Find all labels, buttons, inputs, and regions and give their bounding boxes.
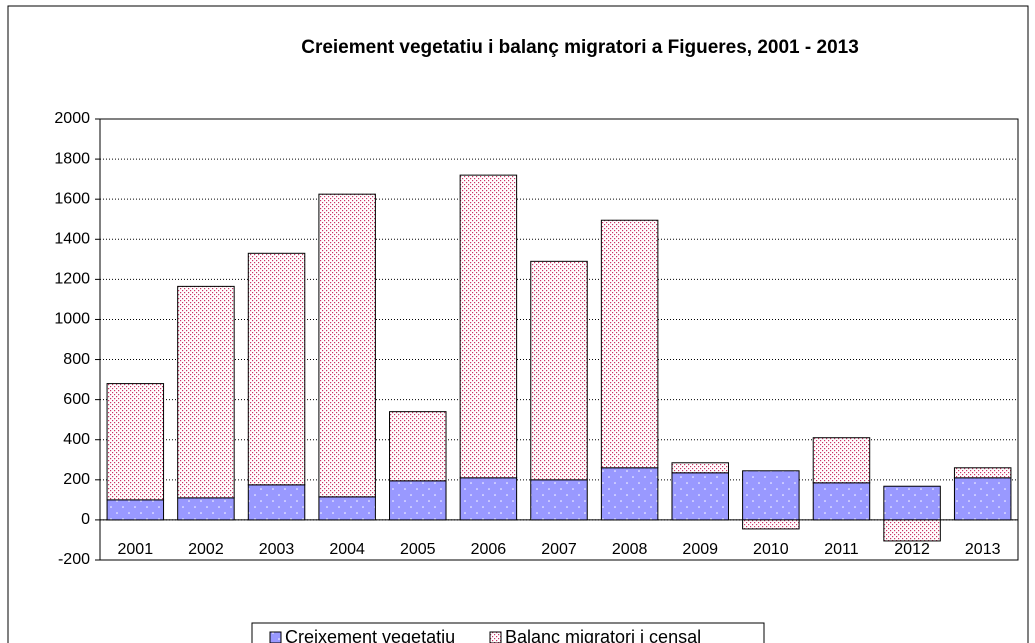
bar [883, 485, 941, 521]
y-tick-label: 800 [63, 351, 90, 368]
legend-label: Creixement vegetatiu [285, 627, 455, 643]
legend-swatch [269, 631, 282, 643]
bar [459, 174, 518, 479]
legend-label: Balanç migratori i censal [505, 627, 701, 643]
x-tick-label: 2013 [965, 541, 1001, 558]
x-tick-label: 2009 [682, 541, 718, 558]
bar [600, 219, 659, 469]
x-tick-label: 2003 [259, 541, 295, 558]
x-tick-label: 2004 [329, 541, 365, 558]
chart-border [7, 5, 1029, 643]
y-tick-label: 400 [63, 431, 90, 448]
bar [106, 499, 165, 521]
bar [177, 285, 235, 499]
chart-title: Creiement vegetatiu i balanç migratori a… [301, 37, 859, 58]
bar [247, 484, 306, 521]
bar [600, 467, 659, 521]
bar [742, 470, 800, 521]
bar [389, 411, 447, 482]
bar [177, 497, 235, 521]
x-tick-label: 2005 [400, 541, 436, 558]
bar [247, 252, 306, 486]
bar [953, 477, 1012, 521]
bar [742, 519, 800, 530]
bar [530, 260, 588, 481]
bar [883, 519, 941, 542]
x-tick-label: 2008 [612, 541, 648, 558]
bar [953, 467, 1012, 479]
x-tick-label: 2010 [753, 541, 789, 558]
y-tick-label: 1000 [54, 311, 90, 328]
bar [671, 472, 729, 521]
bar [530, 479, 588, 521]
y-tick-label: 200 [63, 471, 90, 488]
bar [812, 482, 871, 521]
y-tick-label: 1600 [54, 190, 90, 207]
x-tick-label: 2007 [541, 541, 577, 558]
bar [389, 480, 447, 521]
x-tick-label: 2006 [471, 541, 507, 558]
x-tick-label: 2012 [894, 541, 930, 558]
y-tick-label: 1800 [54, 150, 90, 167]
y-tick-label: 2000 [54, 110, 90, 127]
bar [318, 193, 376, 498]
legend: Creixement vegetatiu Balanç migratori i c… [251, 622, 765, 643]
y-tick-label: 1200 [54, 271, 90, 288]
y-tick-label: 0 [81, 511, 90, 528]
x-tick-label: 2002 [188, 541, 224, 558]
x-tick-label: 2011 [824, 541, 859, 558]
bar [812, 437, 871, 484]
bar [106, 383, 165, 501]
x-tick-label: 2001 [118, 541, 154, 558]
bar [671, 462, 729, 474]
y-tick-label: -200 [58, 551, 90, 568]
bar [318, 496, 376, 521]
legend-box [251, 622, 765, 643]
legend-swatch [489, 631, 502, 643]
bar [459, 477, 518, 521]
y-tick-label: 1400 [54, 230, 90, 247]
y-tick-label: 600 [63, 391, 90, 408]
